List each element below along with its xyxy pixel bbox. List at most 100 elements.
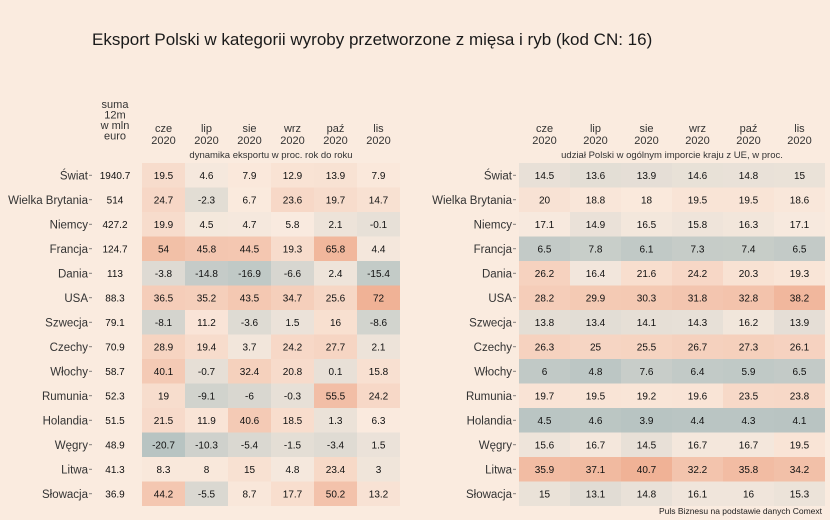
cell-value: 16.5 — [637, 220, 657, 231]
cell-value: -5.4 — [241, 440, 259, 451]
cell-value: 16.3 — [739, 220, 759, 231]
heat-cell — [672, 359, 723, 384]
heat-cell — [672, 432, 723, 457]
heat-cell — [519, 310, 570, 335]
col-label-month: sie — [242, 123, 256, 135]
cell-value: 40.1 — [154, 367, 174, 378]
cell-value: 14.1 — [637, 318, 657, 329]
heat-cell — [621, 432, 672, 457]
cell-value: 38.2 — [790, 293, 810, 304]
heat-cell — [519, 163, 570, 188]
heat-cell — [142, 236, 185, 261]
cell-value: 65.8 — [326, 244, 346, 255]
heat-cell — [774, 163, 825, 188]
row-label: Czechy — [474, 342, 513, 354]
heat-cell — [621, 163, 672, 188]
heat-cell — [271, 383, 314, 408]
heat-cell — [723, 261, 774, 286]
cell-value: 17.1 — [535, 220, 555, 231]
heat-cell — [621, 408, 672, 433]
col-label-year: 2020 — [685, 135, 709, 147]
cell-value: 15 — [539, 489, 551, 500]
cell-value: 19.2 — [637, 391, 657, 402]
cell-value: 20.8 — [283, 367, 303, 378]
cell-value: 6.1 — [640, 244, 654, 255]
cell-value: 23.8 — [790, 391, 810, 402]
cell-value: 14.5 — [535, 171, 555, 182]
cell-value: 18.5 — [283, 416, 303, 427]
heat-cell — [185, 261, 228, 286]
cell-value: 19.5 — [790, 440, 810, 451]
row-label: Rumunia — [466, 391, 513, 403]
cell-value: 31.8 — [688, 293, 708, 304]
heat-cell — [271, 334, 314, 359]
heat-cell — [519, 383, 570, 408]
cell-value: 1.3 — [329, 416, 343, 427]
row-label: Świat — [60, 169, 89, 182]
heat-cell — [723, 163, 774, 188]
cell-value: 32.4 — [240, 367, 260, 378]
sum-value: 514 — [107, 195, 124, 206]
cell-value: 11.2 — [197, 318, 216, 329]
cell-value: 6.7 — [243, 195, 257, 206]
heat-cell — [621, 481, 672, 506]
col-label-month: wrz — [283, 123, 301, 135]
heat-cell — [185, 359, 228, 384]
heat-cell — [672, 310, 723, 335]
sum-value: 79.1 — [105, 318, 125, 329]
heat-cell — [185, 212, 228, 237]
col-label-month: paź — [327, 123, 345, 135]
heat-cell — [519, 334, 570, 359]
heat-cell — [774, 261, 825, 286]
heat-cell — [519, 236, 570, 261]
cell-value: 2.4 — [329, 269, 343, 280]
heat-cell — [228, 383, 271, 408]
col-label-month: lip — [201, 123, 212, 135]
cell-value: 23.4 — [326, 465, 346, 476]
row-label: Słowacja — [466, 489, 513, 501]
heat-cell — [621, 359, 672, 384]
heat-cell — [357, 163, 400, 188]
cell-value: 3.9 — [640, 416, 654, 427]
heat-cell — [774, 383, 825, 408]
sum-value: 427.2 — [102, 220, 127, 231]
heat-cell — [271, 457, 314, 482]
heat-cell — [570, 261, 621, 286]
col-label-year: 2020 — [280, 135, 304, 147]
heat-cell — [723, 212, 774, 237]
heat-cell — [357, 457, 400, 482]
cell-value: -15.4 — [367, 269, 390, 280]
heat-cell — [774, 432, 825, 457]
cell-value: -5.5 — [198, 489, 216, 500]
heat-cell — [672, 261, 723, 286]
heat-cell — [519, 408, 570, 433]
cell-value: 6.3 — [372, 416, 386, 427]
row-label: Francja — [474, 244, 513, 256]
heat-cell — [228, 187, 271, 212]
cell-value: 20.3 — [739, 269, 759, 280]
heat-cell — [519, 212, 570, 237]
cell-value: 2.1 — [372, 342, 386, 353]
heat-cell — [621, 261, 672, 286]
cell-value: 14.8 — [637, 489, 657, 500]
heat-cell — [271, 236, 314, 261]
cell-value: 44.2 — [154, 489, 174, 500]
heat-cell — [357, 236, 400, 261]
cell-value: 30.3 — [637, 293, 657, 304]
sum-value: 58.7 — [105, 367, 125, 378]
cell-value: 19.4 — [197, 342, 217, 353]
heat-cell — [519, 187, 570, 212]
cell-value: 40.7 — [637, 465, 657, 476]
cell-value: 27.3 — [739, 342, 759, 353]
heat-cell — [142, 187, 185, 212]
cell-value: 28.9 — [154, 342, 174, 353]
cell-value: 72 — [373, 293, 385, 304]
heat-cell — [271, 432, 314, 457]
sum-value: 70.9 — [105, 342, 125, 353]
cell-value: 18 — [641, 195, 653, 206]
cell-value: 15.8 — [688, 220, 708, 231]
heat-cell — [672, 481, 723, 506]
cell-value: 25.5 — [637, 342, 657, 353]
sum-header-text: w mln — [100, 120, 130, 132]
